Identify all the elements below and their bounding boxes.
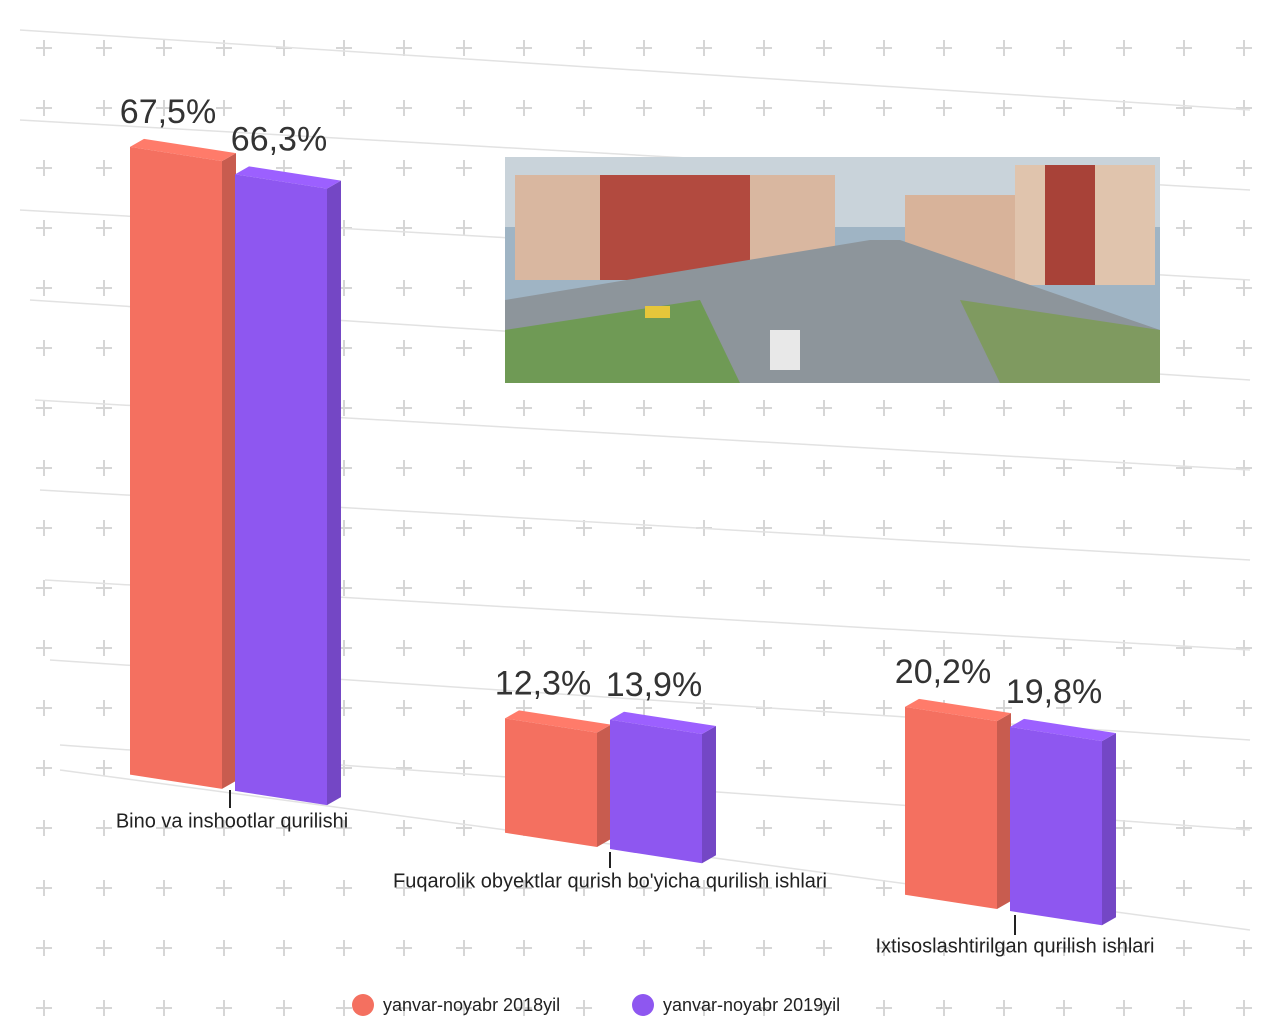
value-label: 19,8% (1006, 673, 1102, 711)
legend-marker (632, 994, 654, 1016)
bar (905, 699, 1011, 909)
x-tick-label: Bino va inshootlar qurilishi (116, 810, 348, 832)
legend-label: yanvar-noyabr 2018yil (383, 995, 560, 1015)
bar-side (327, 181, 341, 806)
bar-side (1102, 733, 1116, 925)
bar-side (597, 725, 611, 847)
bar (235, 166, 341, 805)
x-tick-label: Ixtisoslashtirilgan qurilish ishlari (876, 935, 1155, 957)
bar-front (235, 174, 327, 805)
bar (130, 139, 236, 789)
x-tick-label: Fuqarolik obyektlar qurish bo'yicha quri… (393, 870, 827, 892)
bar (610, 712, 716, 864)
page: {"chart_data": {"type": "bar3d", "catego… (0, 0, 1276, 1021)
bar-side (997, 713, 1011, 909)
chart: Bino va inshootlar qurilishi Fuqarolik o… (0, 0, 1276, 1021)
bar-front (905, 707, 997, 909)
bar-side (222, 153, 236, 789)
legend-marker (352, 994, 374, 1016)
bar-front (1010, 727, 1102, 925)
bar (1010, 719, 1116, 925)
value-label: 13,9% (606, 666, 702, 704)
bar-front (130, 147, 222, 789)
value-label: 20,2% (895, 653, 991, 691)
value-label: 12,3% (495, 664, 591, 702)
photo (505, 157, 1160, 383)
bar-front (505, 718, 597, 847)
bar-front (610, 720, 702, 864)
legend-label: yanvar-noyabr 2019yil (663, 995, 840, 1015)
bar-side (702, 726, 716, 863)
value-label: 67,5% (120, 93, 216, 131)
value-label: 66,3% (231, 120, 327, 158)
bar (505, 710, 611, 847)
